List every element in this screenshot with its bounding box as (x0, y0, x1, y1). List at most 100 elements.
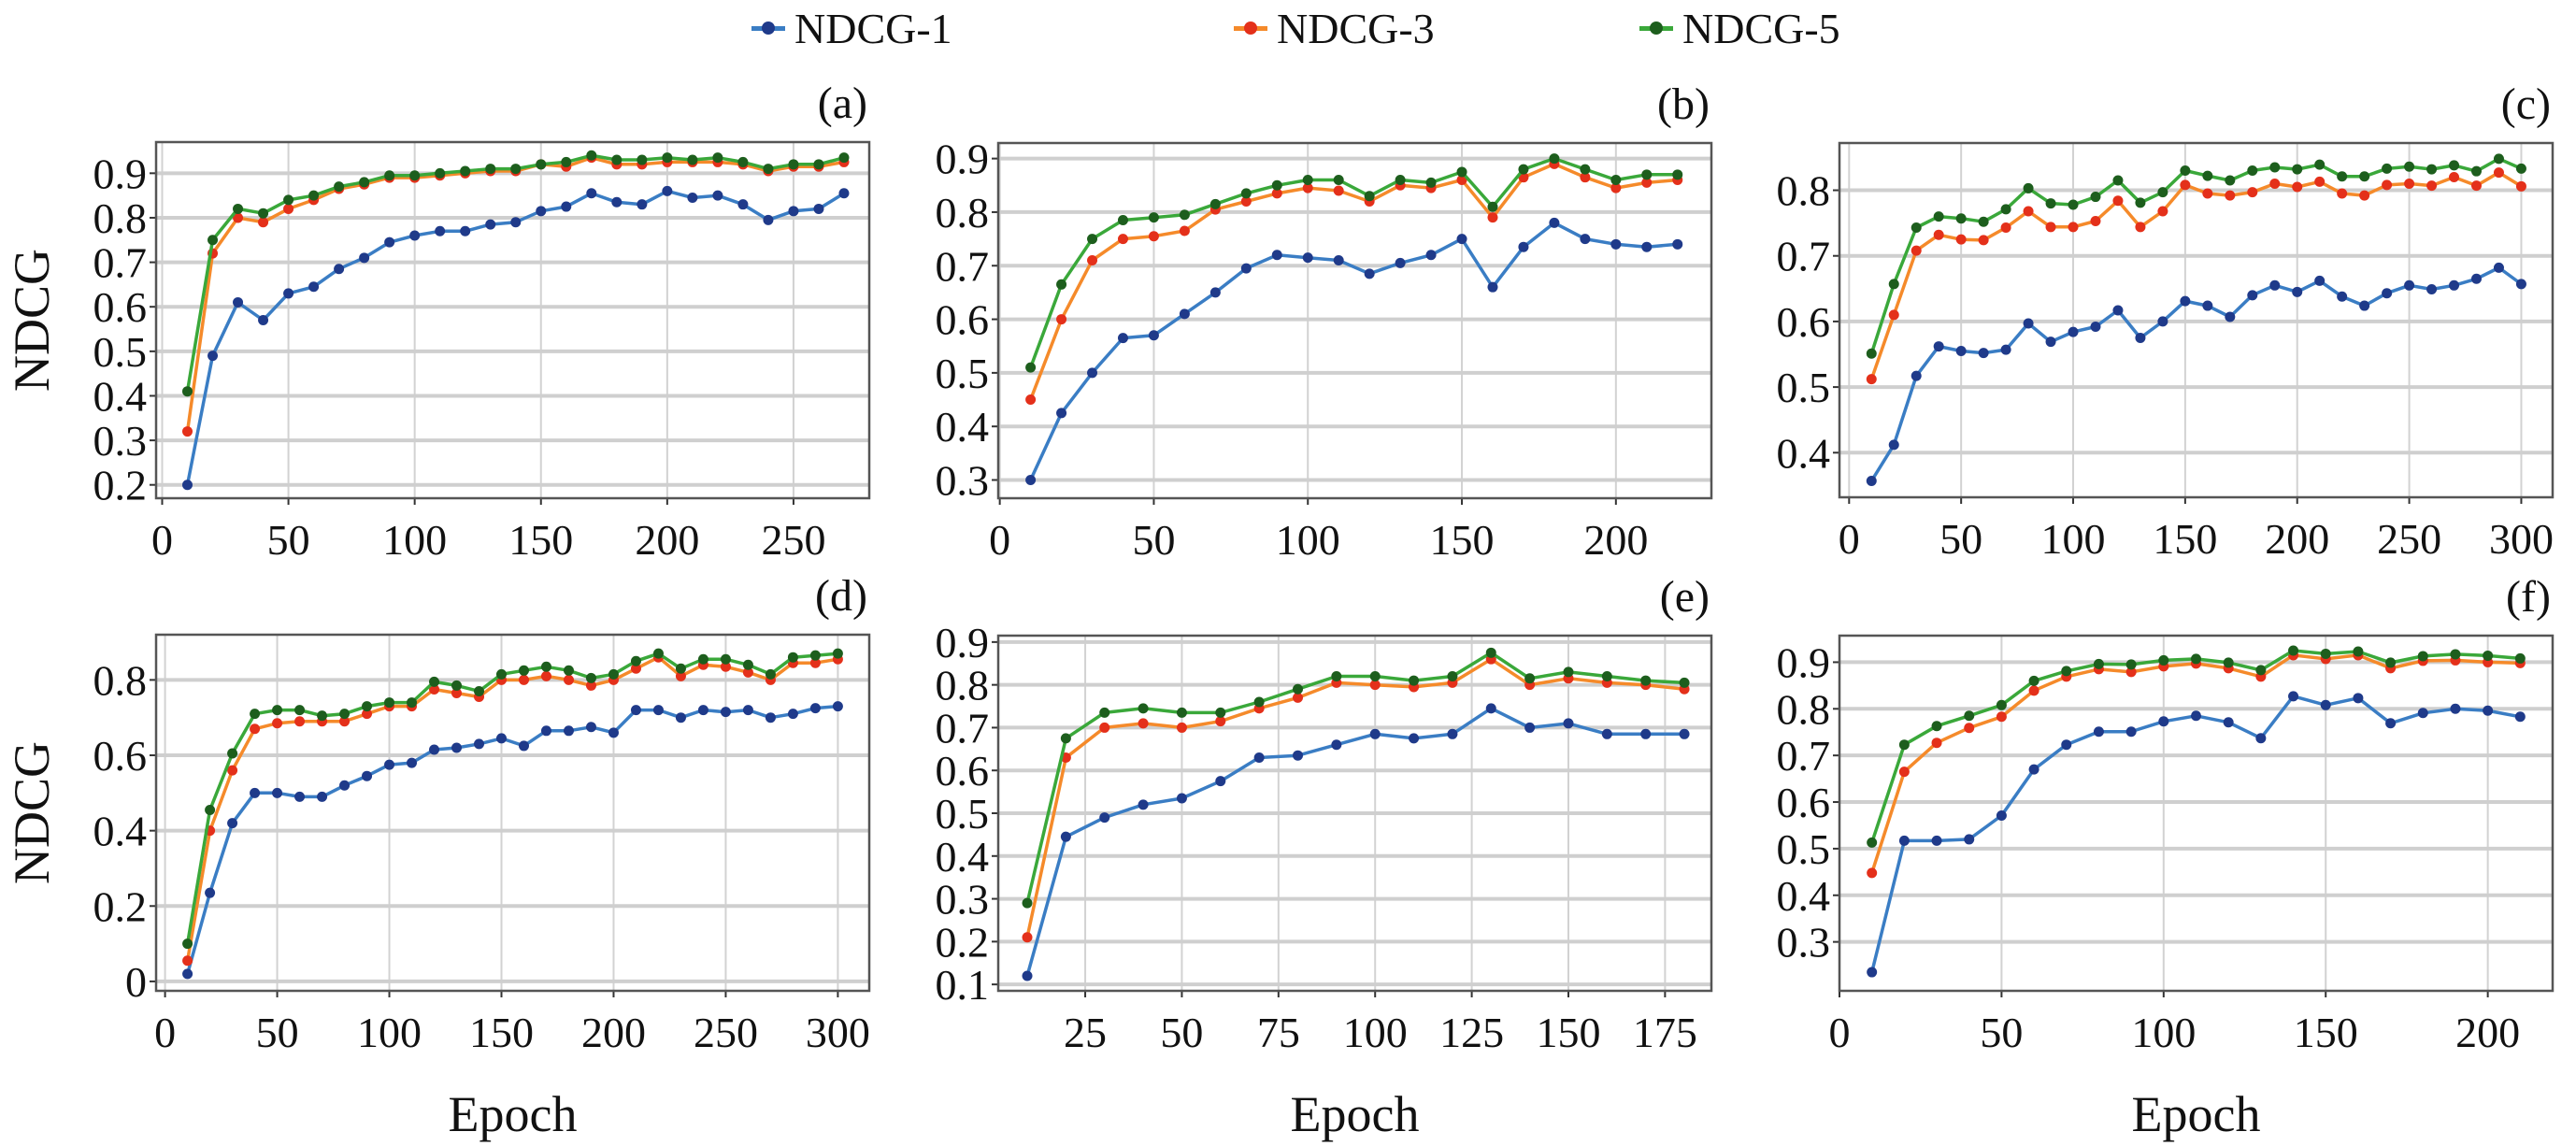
data-point (2404, 279, 2415, 291)
data-point (435, 167, 446, 179)
data-point (2255, 665, 2267, 676)
data-point (384, 236, 395, 248)
data-point (2404, 161, 2415, 172)
data-point (2180, 179, 2191, 191)
y-tick-label: 0.6 (936, 296, 990, 344)
data-point (2045, 337, 2056, 348)
data-point (1179, 225, 1190, 236)
data-point (1996, 809, 2007, 821)
data-point (536, 206, 547, 217)
data-point (720, 707, 731, 718)
data-point (608, 727, 619, 738)
data-point (2292, 286, 2303, 297)
data-point (1964, 723, 1975, 734)
y-tick-label: 0.2 (936, 918, 990, 966)
data-point (1025, 394, 1037, 406)
x-tick-label: 200 (2455, 1009, 2520, 1056)
data-point (1425, 250, 1437, 261)
x-tick-label: 250 (694, 1009, 758, 1056)
x-tick-label: 200 (1583, 516, 1648, 564)
data-point (1215, 707, 1226, 718)
data-point (2353, 646, 2364, 657)
data-point (2314, 159, 2326, 170)
data-point (362, 709, 373, 720)
data-point (1955, 345, 1967, 356)
data-point (1867, 967, 1878, 978)
data-point (451, 687, 463, 698)
data-point (1931, 721, 1942, 732)
series-line-ndcg-1 (1025, 707, 1685, 977)
x-tick-label: 0 (151, 516, 173, 564)
data-point (2000, 344, 2011, 355)
x-tick-label: 175 (1633, 1009, 1697, 1056)
data-point (1933, 229, 1944, 240)
data-point (2028, 685, 2039, 696)
data-point (1025, 362, 1037, 373)
data-point (1240, 263, 1252, 274)
data-point (1933, 341, 1944, 352)
y-tick-label: 0.1 (936, 961, 990, 1009)
y-tick-label: 0.5 (1777, 364, 1831, 411)
data-point (2359, 190, 2370, 201)
x-tick-label: 0 (1829, 1009, 1851, 1056)
data-point (662, 152, 673, 164)
data-point (2470, 273, 2482, 284)
y-tick-label: 0.8 (93, 656, 148, 704)
series-line-ndcg-5 (185, 153, 845, 392)
data-point (1955, 213, 1967, 224)
data-point (1138, 703, 1149, 714)
data-point (451, 742, 463, 753)
x-tick-label: 150 (2153, 515, 2217, 563)
data-point (1933, 211, 1944, 222)
data-point (258, 217, 269, 228)
data-point (2223, 717, 2234, 728)
data-point (1148, 212, 1159, 223)
data-point (1867, 867, 1878, 879)
data-point (2514, 652, 2526, 664)
x-tick-label: 100 (2131, 1009, 2196, 1056)
data-point (2426, 164, 2438, 175)
data-point (2288, 691, 2299, 702)
y-tick-label: 0.6 (1777, 779, 1831, 826)
data-point (1487, 212, 1498, 223)
data-point (2191, 710, 2201, 722)
x-tick-label: 300 (806, 1009, 870, 1056)
data-point (272, 705, 283, 716)
data-point (2045, 222, 2056, 233)
x-axis-label: Epoch (2132, 1086, 2261, 1142)
data-point (182, 955, 193, 967)
data-point (294, 705, 306, 716)
data-point (2157, 316, 2168, 327)
data-point (1866, 348, 1877, 359)
data-point (1580, 172, 1591, 183)
data-point (308, 190, 320, 201)
data-point (2449, 160, 2460, 171)
data-point (1215, 716, 1226, 727)
data-point (697, 705, 708, 716)
data-point (2068, 326, 2079, 337)
data-point (1022, 897, 1033, 909)
data-point (1888, 439, 1899, 451)
data-point (1518, 164, 1529, 175)
data-point (1955, 234, 1967, 245)
x-tick-label: 150 (469, 1009, 534, 1056)
data-point (2061, 666, 2072, 677)
y-tick-label: 0 (125, 958, 147, 1006)
data-point (561, 201, 572, 212)
data-point (1179, 209, 1190, 221)
data-point (518, 740, 529, 752)
data-point (182, 426, 193, 437)
x-tick-label: 200 (581, 1009, 646, 1056)
data-point (485, 164, 496, 175)
x-tick-label: 250 (2377, 515, 2441, 563)
data-point (2483, 705, 2494, 716)
data-point (1117, 215, 1128, 226)
y-tick-label: 0.6 (936, 747, 990, 795)
data-point (2225, 190, 2236, 201)
data-point (2112, 195, 2124, 207)
data-point (832, 701, 843, 712)
data-point (2247, 290, 2258, 301)
data-point (1087, 367, 1098, 379)
data-point (2023, 182, 2034, 193)
